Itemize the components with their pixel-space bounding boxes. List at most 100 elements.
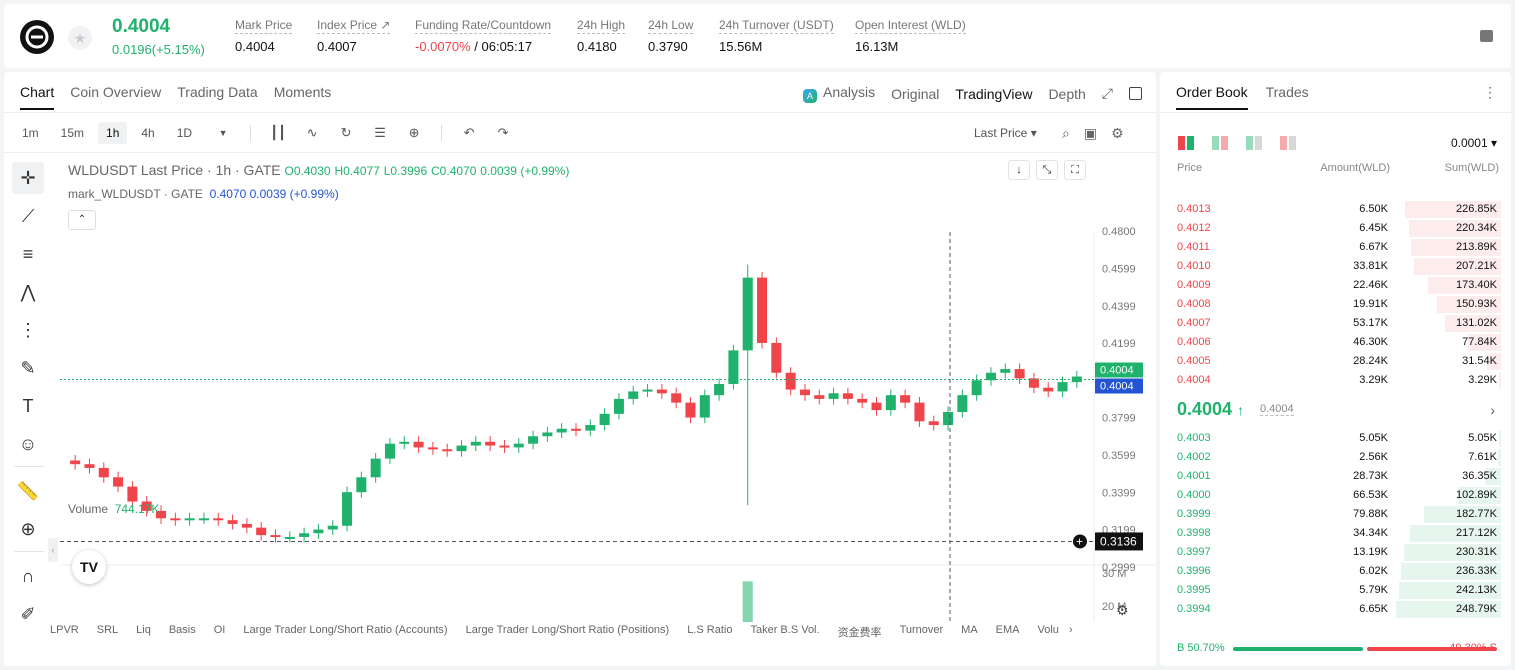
fit-icon[interactable]: ⤡ bbox=[1036, 160, 1058, 180]
chevron-down-icon[interactable]: ▼ bbox=[218, 128, 228, 138]
ask-row[interactable]: 0.4005 28.24K 31.54K bbox=[1160, 352, 1511, 371]
bid-row[interactable]: 0.3999 79.88K 182.77K bbox=[1160, 505, 1511, 524]
book-depth-icon[interactable] bbox=[1280, 136, 1296, 150]
zoom-in-icon[interactable]: ⊕ bbox=[20, 518, 36, 539]
book-both-icon[interactable] bbox=[1178, 136, 1194, 150]
candle-type-icon[interactable]: ┃┃ bbox=[270, 125, 286, 140]
emoji-icon[interactable]: ☺ bbox=[18, 433, 38, 454]
ind-ltlsr-positions[interactable]: Large Trader Long/Short Ratio (Positions… bbox=[465, 624, 670, 636]
funding-rate-value: -0.0070% bbox=[415, 39, 471, 54]
view-tradingview[interactable]: TradingView bbox=[955, 85, 1033, 102]
ask-row[interactable]: 0.4004 3.29K 3.29K bbox=[1160, 371, 1511, 390]
ask-row[interactable]: 0.4011 6.67K 213.89K bbox=[1160, 238, 1511, 257]
more-icon[interactable]: ⋮ bbox=[1483, 84, 1497, 100]
add-alert-icon[interactable]: ⊕ bbox=[408, 125, 420, 140]
window-icon[interactable] bbox=[1129, 87, 1142, 100]
tf-1h[interactable]: 1h bbox=[98, 122, 128, 144]
ask-row[interactable]: 0.4010 33.81K 207.21K bbox=[1160, 257, 1511, 276]
ind-turnover[interactable]: Turnover bbox=[899, 624, 944, 636]
price-source-select[interactable]: Last Price ▾ bbox=[974, 126, 1037, 140]
bid-row[interactable]: 0.3996 6.02K 236.33K bbox=[1160, 562, 1511, 581]
bid-price: 0.4001 bbox=[1177, 470, 1211, 482]
fib-lines-icon[interactable]: ≡ bbox=[22, 243, 34, 264]
legend-collapse-button[interactable]: ⌃ bbox=[68, 210, 96, 230]
tab-trades[interactable]: Trades bbox=[1265, 84, 1309, 100]
favorite-star-icon[interactable]: ★ bbox=[68, 26, 92, 50]
analysis-button[interactable]: A Analysis bbox=[803, 84, 875, 103]
templates-icon[interactable]: ☰ bbox=[374, 125, 386, 140]
chart-settings-icon[interactable]: ⚙ bbox=[1116, 602, 1129, 618]
crosshair-icon[interactable]: ✛ bbox=[12, 162, 44, 194]
ind-taker-vol[interactable]: Taker B.S Vol. bbox=[750, 624, 820, 636]
ind-ltlsr-accounts[interactable]: Large Trader Long/Short Ratio (Accounts) bbox=[243, 624, 448, 636]
bid-row[interactable]: 0.4000 66.53K 102.89K bbox=[1160, 486, 1511, 505]
tf-1d[interactable]: 1D bbox=[176, 126, 193, 140]
view-original[interactable]: Original bbox=[891, 85, 940, 102]
coin-logo-icon bbox=[20, 20, 54, 54]
pencil-lock-icon[interactable]: ✐ bbox=[20, 603, 36, 624]
chevron-right-icon[interactable]: › bbox=[1068, 624, 1073, 636]
bid-row[interactable]: 0.3994 6.65K 248.79K bbox=[1160, 600, 1511, 619]
ask-row[interactable]: 0.4012 6.45K 220.34K bbox=[1160, 219, 1511, 238]
bid-row[interactable]: 0.3995 5.79K 242.13K bbox=[1160, 581, 1511, 600]
tf-1m[interactable]: 1m bbox=[22, 126, 39, 140]
fullscreen-icon[interactable]: ⛶ bbox=[1064, 160, 1086, 180]
bid-row[interactable]: 0.4003 5.05K 5.05K bbox=[1160, 429, 1511, 448]
ind-basis[interactable]: Basis bbox=[168, 624, 196, 636]
bid-row[interactable]: 0.4002 2.56K 7.61K bbox=[1160, 448, 1511, 467]
tf-4h[interactable]: 4h bbox=[141, 126, 155, 140]
ind-srl[interactable]: SRL bbox=[96, 624, 119, 636]
ind-ma[interactable]: MA bbox=[961, 624, 978, 636]
ind-funding-rate[interactable]: 资金费率 bbox=[837, 627, 882, 639]
pattern-icon[interactable]: ⋀ bbox=[20, 281, 36, 302]
candle-body bbox=[299, 533, 310, 537]
ind-ema[interactable]: EMA bbox=[995, 624, 1020, 636]
ask-row[interactable]: 0.4006 46.30K 77.84K bbox=[1160, 333, 1511, 352]
measure-lines-icon[interactable]: ⋮ bbox=[19, 319, 37, 340]
gear-icon[interactable]: ⚙ bbox=[1111, 125, 1124, 141]
ask-row[interactable]: 0.4008 19.91K 150.93K bbox=[1160, 295, 1511, 314]
expand-icon[interactable]: ⤢ bbox=[1101, 85, 1113, 101]
tab-order-book[interactable]: Order Book bbox=[1176, 84, 1248, 110]
ind-liq[interactable]: Liq bbox=[136, 624, 151, 636]
candle-body bbox=[900, 395, 911, 403]
magnet-icon[interactable]: ∩ bbox=[21, 565, 35, 586]
ind-oi[interactable]: OI bbox=[213, 624, 226, 636]
ind-lpvr[interactable]: LPVR bbox=[50, 624, 79, 636]
tf-15m[interactable]: 15m bbox=[60, 126, 85, 140]
redo-icon[interactable]: ↷ bbox=[497, 125, 509, 140]
ind-volu[interactable]: Volu bbox=[1037, 624, 1059, 636]
compare-icon[interactable]: ↻ bbox=[340, 125, 352, 140]
tab-coin-overview[interactable]: Coin Overview bbox=[70, 84, 162, 100]
bid-row[interactable]: 0.4001 28.73K 36.35K bbox=[1160, 467, 1511, 486]
book-bids-icon[interactable] bbox=[1212, 136, 1228, 150]
text-icon[interactable]: T bbox=[22, 395, 34, 416]
bid-depth-bar bbox=[1409, 525, 1501, 542]
ask-row[interactable]: 0.4007 53.17K 131.02K bbox=[1160, 314, 1511, 333]
indicators-icon[interactable]: ∿ bbox=[306, 125, 318, 140]
precision-select[interactable]: 0.0001 ▾ bbox=[1450, 136, 1497, 150]
tab-trading-data[interactable]: Trading Data bbox=[177, 84, 258, 100]
undo-icon[interactable]: ↶ bbox=[463, 125, 475, 140]
bid-row[interactable]: 0.3997 13.19K 230.31K bbox=[1160, 543, 1511, 562]
tab-chart[interactable]: Chart bbox=[20, 84, 55, 110]
camera-icon[interactable]: ▣ bbox=[1083, 125, 1098, 141]
trendline-icon[interactable]: ⟋ bbox=[21, 205, 35, 226]
stat-index-price[interactable]: Index Price ↗ 0.4007 bbox=[317, 18, 391, 54]
chevron-right-icon[interactable]: › bbox=[1490, 402, 1495, 418]
ask-amount: 19.91K bbox=[1353, 298, 1388, 310]
collapse-toolbar-button[interactable]: ‹ bbox=[48, 538, 58, 562]
ind-ls-ratio[interactable]: L.S Ratio bbox=[687, 624, 733, 636]
search-icon[interactable]: ⌕ bbox=[1062, 125, 1070, 141]
price-chart[interactable]: 0.4800 0.4599 0.4399 0.4199 0.3799 0.3599 0.33… bbox=[60, 152, 1156, 622]
brush-icon[interactable]: ✎ bbox=[20, 357, 36, 378]
ask-row[interactable]: 0.4009 22.46K 173.40K bbox=[1160, 276, 1511, 295]
bid-row[interactable]: 0.3998 34.34K 217.12K bbox=[1160, 524, 1511, 543]
download-icon[interactable]: ↓ bbox=[1008, 160, 1030, 180]
ruler-icon[interactable]: 📏 bbox=[16, 480, 40, 501]
ask-row[interactable]: 0.4013 6.50K 226.85K bbox=[1160, 200, 1511, 219]
book-asks-icon[interactable] bbox=[1246, 136, 1262, 150]
view-depth[interactable]: Depth bbox=[1048, 85, 1086, 102]
tab-moments[interactable]: Moments bbox=[273, 84, 332, 100]
book-icon[interactable] bbox=[1480, 30, 1493, 42]
